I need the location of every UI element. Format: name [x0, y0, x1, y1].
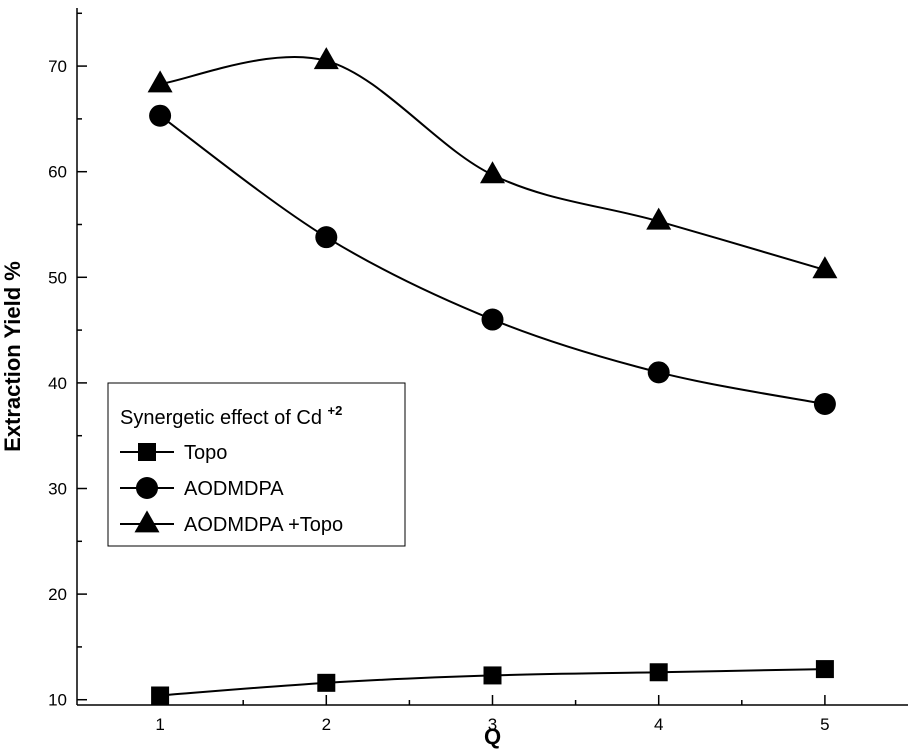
data-point-circle: [481, 308, 504, 331]
data-point-square: [151, 686, 170, 705]
y-tick-label: 60: [48, 163, 67, 182]
legend-title: Synergetic effect of Cd +2: [120, 403, 342, 429]
data-point-triangle: [147, 70, 173, 93]
x-tick-label: 5: [820, 715, 829, 734]
data-point-circle: [149, 104, 172, 127]
x-tick-label: 1: [155, 715, 164, 734]
series-layer: [147, 47, 838, 705]
legend-title-text: Synergetic effect of Cd: [120, 407, 322, 429]
y-tick-label: 30: [48, 480, 67, 499]
legend-swatch-triangle: [134, 510, 160, 533]
legend-label: AODMDPA: [184, 478, 284, 500]
legend-box: [107, 382, 406, 547]
x-axis-title: Q: [484, 724, 501, 749]
y-tick-label: 10: [48, 691, 67, 710]
y-axis-ticks: 10 20 30 40 50 60 70: [48, 12, 87, 710]
legend-item: AODMDPA +Topo: [120, 510, 343, 536]
y-tick-label: 50: [48, 268, 67, 287]
series-square: [151, 660, 834, 705]
legend-label: Topo: [184, 442, 227, 464]
legend-swatch-square: [138, 443, 156, 461]
data-point-triangle: [480, 161, 505, 184]
x-tick-label: 2: [322, 715, 331, 734]
data-point-triangle: [646, 207, 672, 230]
data-point-square: [815, 660, 834, 679]
data-point-circle: [315, 226, 338, 249]
legend-item: AODMDPA: [120, 477, 284, 500]
legend-item: Topo: [120, 442, 227, 464]
y-tick-label: 40: [48, 374, 67, 393]
x-tick-label: 3: [488, 715, 497, 734]
data-point-triangle: [313, 47, 339, 70]
y-tick-label: 20: [48, 585, 67, 604]
data-point-square: [317, 673, 336, 692]
y-axis-title: Extraction Yield %: [0, 261, 25, 452]
data-point-square: [649, 663, 668, 682]
data-point-circle: [813, 393, 836, 416]
x-tick-label: 4: [654, 715, 663, 734]
legend: Synergetic effect of Cd +2 Topo AODMDPA AO…: [107, 382, 406, 547]
data-point-triangle: [812, 256, 838, 279]
legend-title-superscript: +2: [328, 403, 343, 418]
series-circle: [149, 104, 836, 416]
y-tick-label: 70: [48, 57, 67, 76]
legend-swatch-circle: [136, 477, 158, 499]
axes: [76, 8, 908, 706]
series-line: [159, 114, 826, 406]
data-point-square: [483, 666, 502, 685]
series-triangle: [147, 47, 838, 279]
legend-label: AODMDPA +Topo: [184, 514, 343, 536]
data-point-circle: [647, 361, 670, 384]
legend-items: Topo AODMDPA AODMDPA +Topo: [120, 442, 343, 536]
